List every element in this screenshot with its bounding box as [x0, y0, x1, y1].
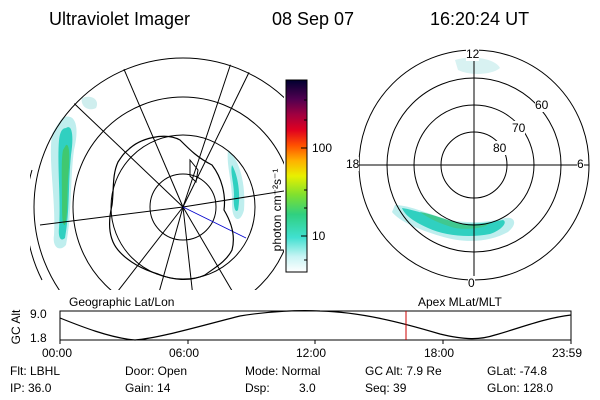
time-tick-0600: 06:00: [169, 346, 200, 360]
magnetic-polar-plot: [358, 49, 590, 281]
mlt-label-18: 18: [346, 157, 360, 171]
altitude-curve: [59, 310, 572, 341]
mlat-label-60: 60: [535, 98, 549, 112]
time-tick-1200: 12:00: [296, 346, 327, 360]
image-time: 16:20:24 UT: [430, 9, 530, 29]
geographic-map: [30, 57, 284, 290]
time-tick-0000: 00:00: [42, 346, 73, 360]
mlt-label-0: 0: [468, 276, 475, 290]
time-tick-2359: 23:59: [552, 346, 583, 360]
colorbar: [285, 79, 308, 273]
colorbar-tick-100: 100: [312, 141, 333, 155]
left-panel-caption: Geographic Lat/Lon: [69, 295, 175, 309]
info-filter: Flt: LBHL: [10, 364, 61, 378]
colorbar-tick-10: 10: [312, 229, 326, 243]
info-door: Door: Open: [125, 364, 188, 378]
image-date: 08 Sep 07: [272, 9, 355, 29]
coastline: [108, 135, 234, 280]
altitude-ymin: 1.8: [30, 331, 47, 345]
right-panel-caption: Apex MLat/MLT: [418, 295, 502, 309]
mlt-label-6: 6: [577, 157, 584, 171]
mlat-label-80: 80: [493, 141, 507, 155]
time-tick-1800: 18:00: [424, 346, 455, 360]
app-title: Ultraviolet Imager: [49, 9, 191, 29]
info-seq: Seq: 39: [365, 381, 407, 395]
altitude-ymax: 9.0: [30, 307, 47, 321]
aurora-emission-right: [392, 57, 515, 241]
info-glat: GLat: -74.8: [487, 364, 548, 378]
info-dsp-label: Dsp:: [245, 381, 270, 395]
info-mode: Mode: Normal: [245, 364, 321, 378]
info-gain: Gain: 14: [125, 381, 171, 395]
altitude-ylabel: GC Alt: [9, 309, 23, 345]
mlt-label-12: 12: [466, 47, 480, 61]
info-gc-alt: GC Alt: 7.9 Re: [365, 364, 442, 378]
info-ip: IP: 36.0: [10, 381, 52, 395]
info-dsp-value: 3.0: [299, 381, 316, 395]
info-glon: GLon: 128.0: [487, 381, 554, 395]
mlat-label-70: 70: [512, 121, 526, 135]
colorbar-unit-label: photon cm⁻²s⁻¹: [270, 168, 284, 252]
altitude-plot: [59, 310, 572, 344]
aurora-emission-left: [50, 96, 245, 249]
